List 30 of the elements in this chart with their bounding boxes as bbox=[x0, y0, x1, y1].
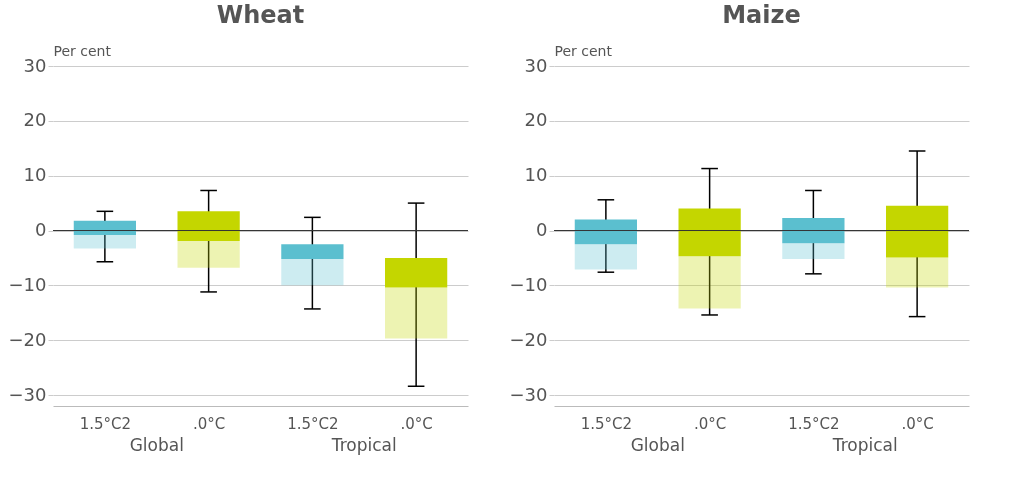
y-tick-label: 10 bbox=[23, 164, 47, 186]
x-tick-label: .0°C bbox=[400, 414, 433, 433]
x-tick-label: .0°C bbox=[693, 414, 727, 433]
x-tick-label: .0°C bbox=[192, 414, 226, 433]
y-tick-label: 0 bbox=[35, 219, 47, 241]
y-axis-title: Per cent bbox=[53, 42, 112, 59]
chart-title: Maize bbox=[722, 1, 801, 29]
text: Tropical bbox=[330, 435, 397, 455]
y-tick-label: −10 bbox=[8, 273, 47, 295]
x-tick-label: 1.5°C2 bbox=[287, 414, 339, 433]
text: Global bbox=[630, 435, 685, 455]
y-tick-label: 0 bbox=[536, 219, 548, 241]
x-tick-label: 1.5°C2 bbox=[79, 414, 132, 433]
y-tick-label: −20 bbox=[509, 328, 548, 350]
y-tick-label: 20 bbox=[524, 109, 548, 131]
y-tick-label: 10 bbox=[524, 164, 548, 186]
chart-title: Wheat bbox=[216, 1, 305, 29]
y-tick-label: 30 bbox=[23, 54, 47, 76]
y-tick-label: −10 bbox=[509, 273, 548, 295]
x-tick-label: 1.5°C2 bbox=[580, 414, 633, 433]
text: Tropical bbox=[831, 435, 898, 455]
y-tick-label: −30 bbox=[509, 383, 548, 405]
y-tick-label: −30 bbox=[8, 383, 47, 405]
text: Global bbox=[129, 435, 184, 455]
x-tick-label: 1.5°C2 bbox=[788, 414, 840, 433]
y-axis-title: Per cent bbox=[554, 42, 613, 59]
y-tick-label: 30 bbox=[524, 54, 548, 76]
x-tick-label: .0°C bbox=[901, 414, 934, 433]
y-tick-label: −20 bbox=[8, 328, 47, 350]
y-tick-label: 20 bbox=[23, 109, 47, 131]
